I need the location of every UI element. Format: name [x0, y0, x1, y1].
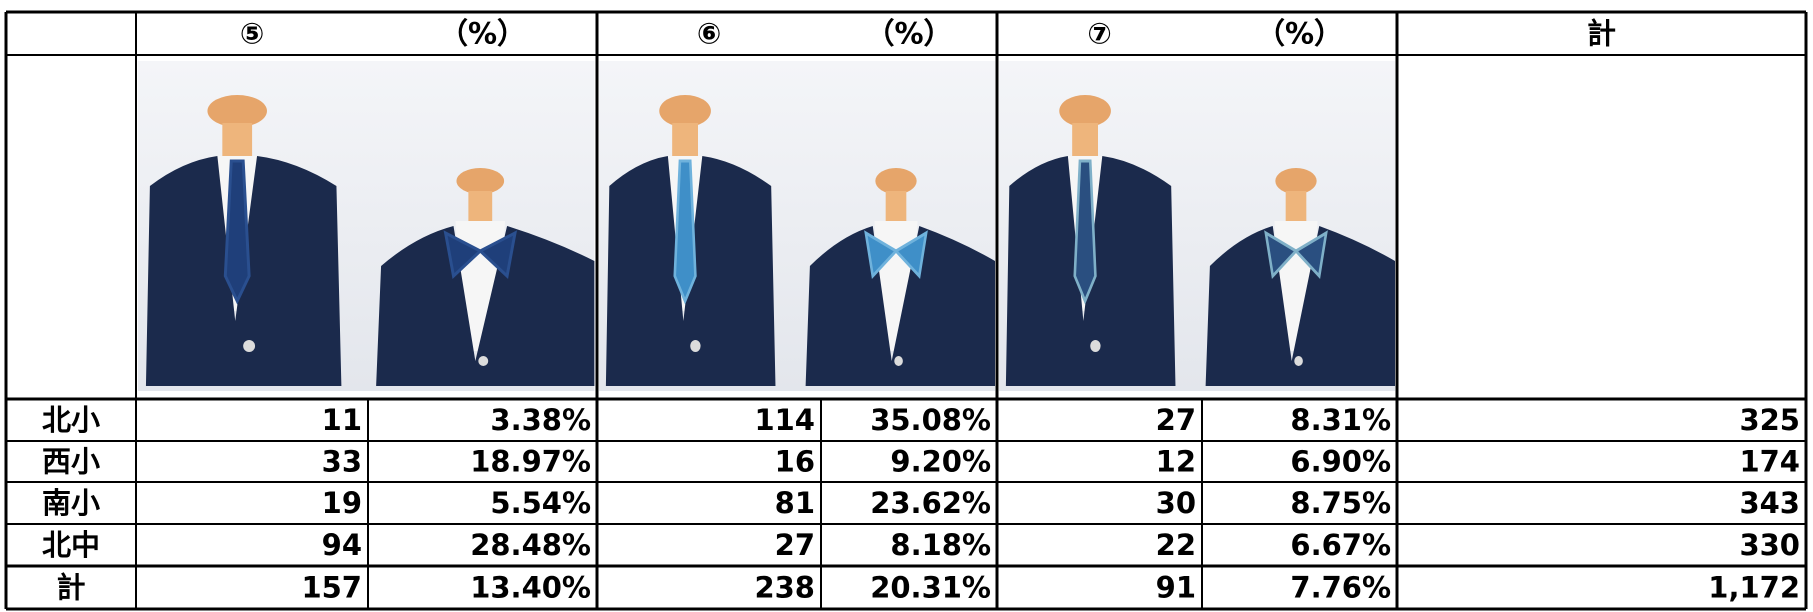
head — [1275, 168, 1316, 194]
cell-value: 6.67% — [1290, 528, 1391, 562]
cell-value: 343 — [1739, 486, 1800, 520]
cell-value: 5.54% — [490, 486, 591, 520]
cell-value: 22 — [1156, 528, 1196, 562]
cell-value: 330 — [1739, 528, 1800, 562]
cell-value: 35.08% — [870, 403, 991, 437]
header-cell: （%） — [865, 17, 952, 51]
cell-value: 11 — [322, 403, 362, 437]
header-cell: （%） — [439, 17, 526, 51]
header-cell: ⑥ — [697, 17, 722, 51]
neck — [672, 123, 698, 158]
neck — [1286, 191, 1307, 221]
cell-value: 174 — [1739, 445, 1800, 479]
uniform-photo — [999, 61, 1395, 391]
header-cell: 計 — [1587, 17, 1616, 51]
page: {"header": {"cells": ["⑤", "（%）", "⑥", "… — [0, 0, 1813, 612]
head — [1059, 95, 1111, 127]
cell-value: 91 — [1156, 571, 1196, 605]
row-label: 北中 — [42, 528, 100, 562]
neck — [1072, 123, 1098, 158]
cell-value: 114 — [754, 403, 815, 437]
uniform-photo — [138, 61, 594, 391]
cell-value: 20.31% — [870, 571, 991, 605]
cell-value: 28.48% — [470, 528, 591, 562]
cell-value: 19 — [322, 486, 362, 520]
header-cell: ⑤ — [240, 17, 265, 51]
button — [1090, 340, 1100, 352]
head — [875, 168, 916, 194]
button — [894, 356, 903, 366]
tie — [225, 161, 249, 301]
cell-value: 81 — [775, 486, 815, 520]
header-cell: ⑦ — [1087, 17, 1112, 51]
row-label: 南小 — [42, 486, 100, 520]
cell-value: 8.18% — [890, 528, 991, 562]
button — [690, 340, 700, 352]
button — [243, 340, 255, 352]
cell-value: 16 — [775, 445, 815, 479]
tie — [1075, 161, 1096, 301]
cell-value: 12 — [1156, 445, 1196, 479]
row-label: 計 — [56, 571, 85, 605]
cell-value: 94 — [322, 528, 362, 562]
neck — [222, 123, 252, 158]
cell-value: 8.75% — [1290, 486, 1391, 520]
cell-value: 9.20% — [890, 445, 991, 479]
button — [478, 356, 488, 366]
cell-value: 23.62% — [870, 486, 991, 520]
row-label: 北小 — [42, 403, 100, 437]
cell-value: 325 — [1739, 403, 1800, 437]
cell-value: 238 — [754, 571, 815, 605]
cell-value: 27 — [1156, 403, 1196, 437]
header-cell: （%） — [1256, 17, 1343, 51]
cell-value: 3.38% — [490, 403, 591, 437]
cell-value: 27 — [775, 528, 815, 562]
neck — [468, 191, 492, 221]
uniform-table: ⑤（%）⑥（%）⑦（%）計北小113.38%11435.08%278.31%32… — [0, 0, 1813, 612]
row-label: 西小 — [42, 445, 100, 479]
cell-value: 33 — [322, 445, 362, 479]
head — [456, 168, 504, 194]
uniform-photo — [599, 61, 995, 391]
cell-value: 13.40% — [470, 571, 591, 605]
neck — [886, 191, 907, 221]
cell-value: 6.90% — [1290, 445, 1391, 479]
cell-value: 18.97% — [470, 445, 591, 479]
button — [1294, 356, 1303, 366]
cell-value: 157 — [301, 571, 362, 605]
cell-value: 8.31% — [1290, 403, 1391, 437]
cell-value: 7.76% — [1290, 571, 1391, 605]
tie — [675, 161, 696, 301]
head — [659, 95, 711, 127]
cell-value: 1,172 — [1708, 571, 1800, 605]
cell-value: 30 — [1156, 486, 1196, 520]
head — [207, 95, 267, 127]
